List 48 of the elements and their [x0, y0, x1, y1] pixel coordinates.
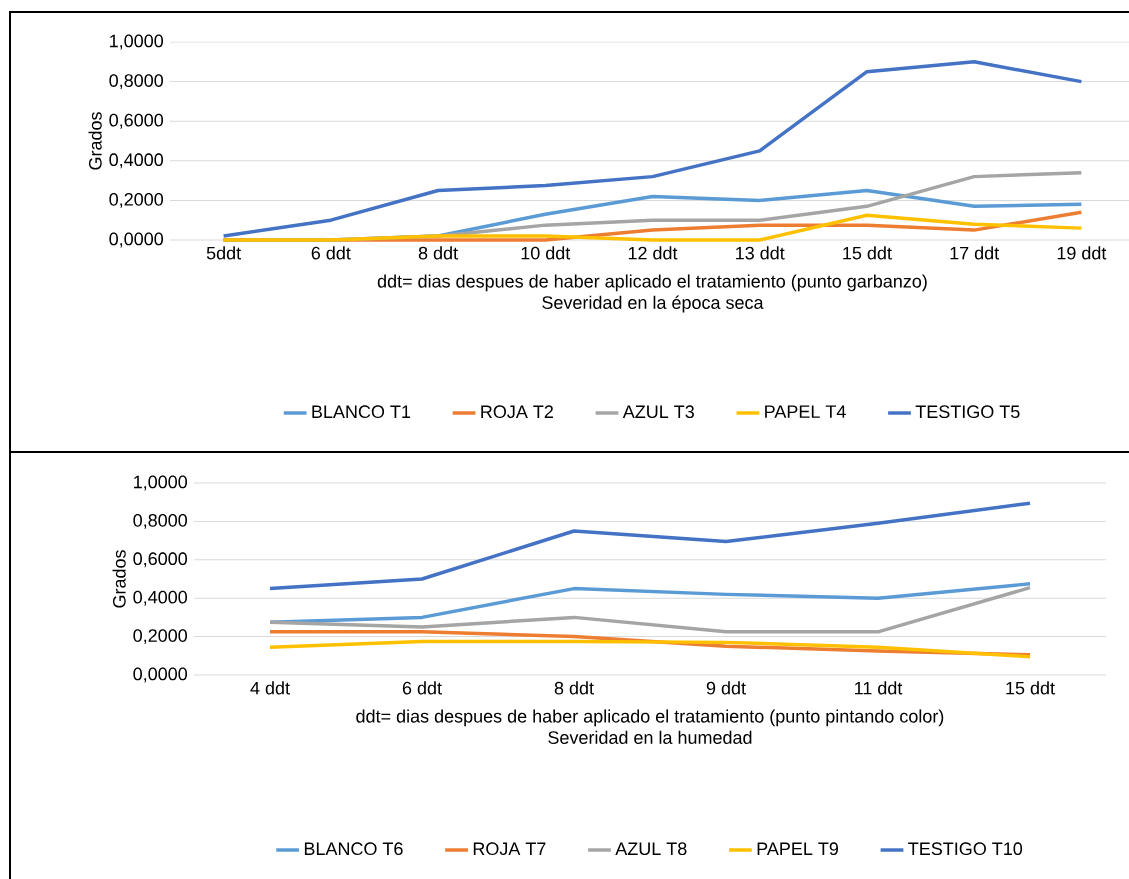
x-axis-title: ddt= dias despues de haber aplicado el tratamiento (punto garbanzo) [377, 274, 927, 292]
line-series [268, 501, 1032, 591]
x-tick-label: 8 ddt [418, 246, 458, 260]
line-series [268, 582, 1032, 624]
legend-label: AZUL T8 [615, 842, 687, 856]
x-tick-label: 5ddt [206, 246, 241, 260]
x-tick-label: 8 ddt [554, 681, 594, 695]
legend-label: BLANCO T1 [312, 405, 411, 419]
x-tick-label: 19 ddt [1057, 246, 1107, 260]
y-tick-label: 0,8000 [133, 513, 188, 529]
x-tick-label: 15 ddt [1006, 681, 1055, 695]
y-tick-label: 0,6000 [109, 113, 164, 129]
x-tick-label: 4 ddt [250, 681, 290, 695]
legend-label: ROJA T2 [481, 405, 553, 419]
legend-label: BLANCO T6 [304, 842, 403, 856]
x-tick-label: 17 ddt [950, 246, 1000, 260]
y-tick-label: 0,4000 [133, 590, 188, 606]
x-tick-label: 6 ddt [311, 246, 351, 260]
x-tick-label: 6 ddt [402, 681, 442, 695]
x-tick-label: 9 ddt [706, 681, 746, 695]
y-axis-title: Grados [112, 550, 126, 608]
y-tick-label: 0,4000 [109, 153, 164, 169]
line-series [221, 60, 1084, 238]
legend-label: PAPEL T9 [757, 842, 839, 856]
x-tick-label: 15 ddt [843, 246, 892, 260]
x-tick-label: 13 ddt [736, 246, 785, 260]
x-tick-label: 10 ddt [521, 246, 571, 260]
x-axis-title: ddt= dias despues de haber aplicado el tratamiento (punto pintando color) [356, 709, 944, 727]
x-tick-label: 12 ddt [628, 246, 678, 260]
line-series [268, 639, 1032, 659]
y-tick-label: 0,2000 [109, 192, 164, 208]
x-tick-label: 11 ddt [855, 681, 903, 695]
text: Severidad en la humedad [548, 730, 752, 744]
legend-label: TESTIGO T5 [915, 405, 1020, 419]
y-axis-title: Grados [88, 112, 102, 170]
text: Severidad en la época seca [542, 295, 764, 313]
y-tick-label: 0,6000 [133, 552, 188, 568]
legend-label: TESTIGO T10 [908, 842, 1023, 856]
legend-label: PAPEL T4 [765, 405, 846, 418]
y-tick-label: 0,8000 [109, 74, 164, 90]
y-tick-label: 0,2000 [133, 629, 188, 645]
y-tick-label: 0,0000 [133, 667, 188, 683]
y-tick-label: 0,0000 [109, 232, 164, 248]
y-tick-label: 1,0000 [110, 34, 164, 50]
legend-label: ROJA T7 [473, 842, 546, 856]
y-tick-label: 1,0000 [134, 475, 188, 491]
line-series [268, 585, 1032, 634]
legend-label: AZUL T3 [622, 405, 694, 419]
